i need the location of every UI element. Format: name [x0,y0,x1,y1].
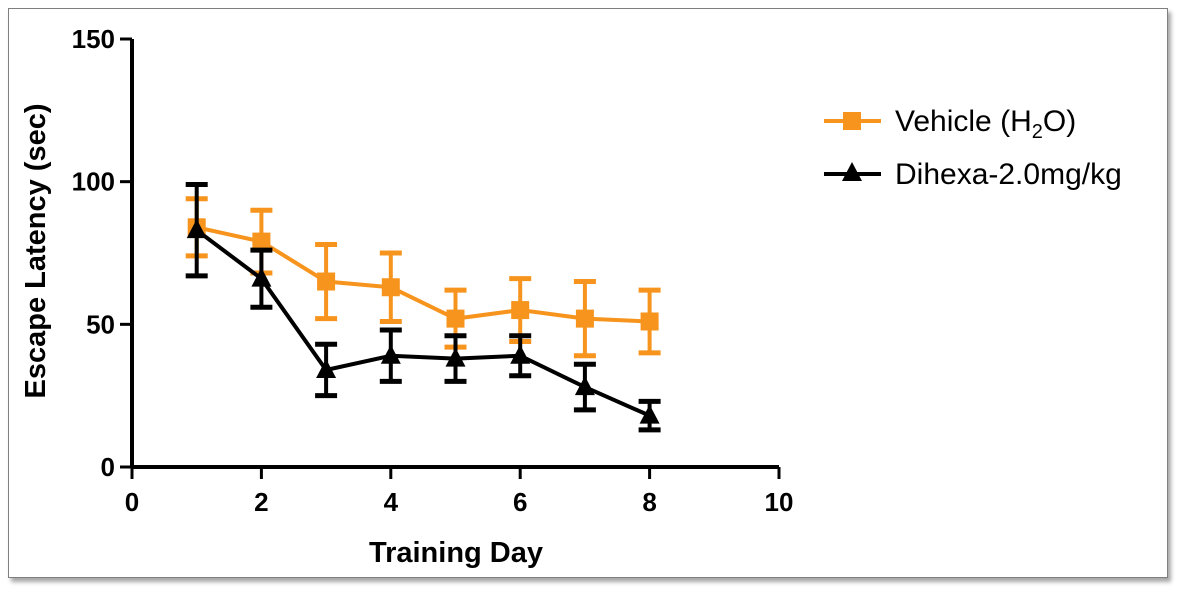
x-tick-label: 4 [384,487,399,517]
x-tick-label: 6 [513,487,527,517]
x-tick-label: 10 [765,487,794,517]
x-tick-label: 2 [254,487,268,517]
y-axis-title: Escape Latency (sec) [20,104,52,399]
x-tick-label: 8 [642,487,656,517]
x-axis-title: Training Day [369,537,543,569]
data-point-square [575,309,594,328]
series-layer [185,182,661,433]
y-tick-label: 100 [72,167,115,197]
data-point-square [381,278,400,297]
legend-label-dihexa: Dihexa-2.0mg/kg [895,158,1122,191]
legend-label-vehicle: Vehicle (H2O) [895,105,1076,143]
data-point-triangle [316,358,337,378]
data-point-triangle [510,344,531,364]
y-tick-label: 150 [72,24,115,54]
legend-marker-vehicle [843,112,861,130]
data-point-square [252,232,271,251]
chart-frame: 0 2 4 6 8 10 0 50 100 150 Training Day Escape Lat… [8,8,1168,578]
data-point-triangle [186,219,207,239]
data-point-triangle [251,267,272,287]
data-point-square [640,312,659,331]
y-tick-label: 50 [86,309,115,339]
series-triangle [185,182,661,433]
y-tick-label: 0 [101,452,115,482]
series-line [195,228,651,418]
legend: Vehicle (H2O) Dihexa-2.0mg/kg [824,105,1122,191]
legend-item-dihexa: Dihexa-2.0mg/kg [824,158,1122,191]
data-point-square [511,301,530,320]
x-tick-label: 0 [125,487,139,517]
data-point-square [317,272,336,291]
legend-item-vehicle: Vehicle (H2O) [824,105,1076,143]
legend-marker-dihexa [842,162,862,181]
data-point-triangle [639,404,660,424]
data-point-triangle [380,344,401,364]
data-point-triangle [574,376,595,396]
data-point-square [446,309,465,328]
data-point-triangle [445,347,466,367]
